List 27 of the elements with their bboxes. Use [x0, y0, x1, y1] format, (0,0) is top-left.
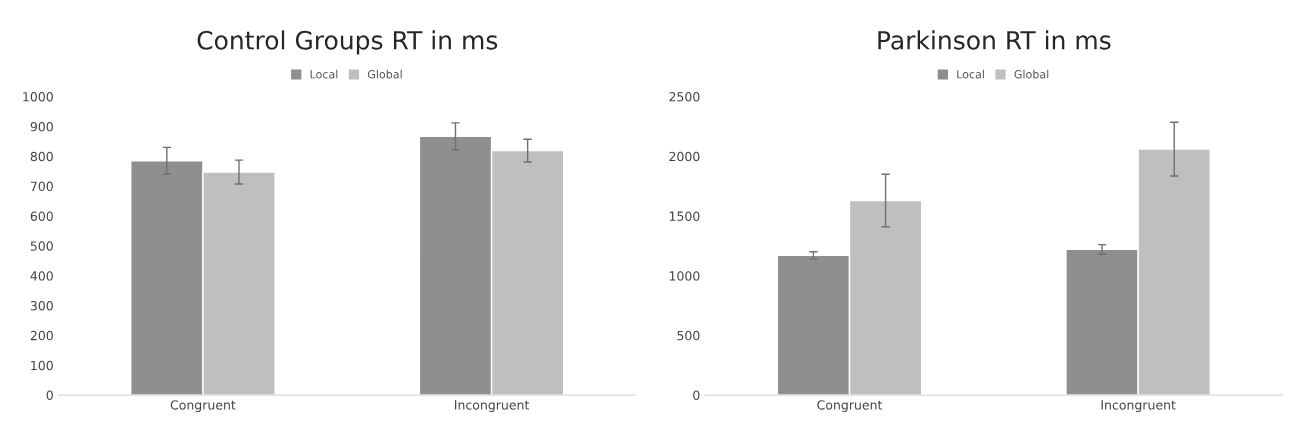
y-tick-label: 1000: [23, 92, 53, 102]
legend-label: Local: [957, 69, 984, 79]
legend-label: Global: [1014, 69, 1049, 79]
chart-title: Parkinson RT in ms: [878, 30, 1111, 50]
y-tick-label: 500: [30, 241, 53, 251]
y-tick-label: 2500: [669, 92, 700, 102]
y-tick-label: 0: [693, 390, 700, 401]
legend-label: Local: [310, 69, 338, 79]
x-tick-label: Congruent: [170, 400, 236, 413]
y-tick-label: 0: [46, 390, 53, 401]
y-tick-label: 1000: [669, 271, 700, 281]
y-tick-label: 1500: [669, 211, 700, 221]
x-tick-label: Incongruent: [455, 400, 530, 413]
legend-label: Global: [367, 69, 402, 79]
y-tick-label: 2000: [669, 151, 700, 162]
y-tick-label: 700: [30, 181, 53, 192]
x-tick-label: Incongruent: [1101, 400, 1176, 413]
y-tick-label: 200: [30, 330, 53, 341]
y-tick-label: 600: [30, 211, 53, 221]
y-tick-label: 500: [677, 330, 700, 341]
y-tick-label: 100: [31, 360, 53, 371]
y-tick-label: 300: [30, 301, 53, 311]
x-tick-label: Congruent: [817, 400, 883, 413]
chart-title: Control Groups RT in ms: [197, 30, 498, 55]
y-tick-label: 400: [30, 271, 53, 281]
y-tick-label: 800: [30, 151, 53, 162]
y-tick-label: 900: [30, 121, 53, 132]
